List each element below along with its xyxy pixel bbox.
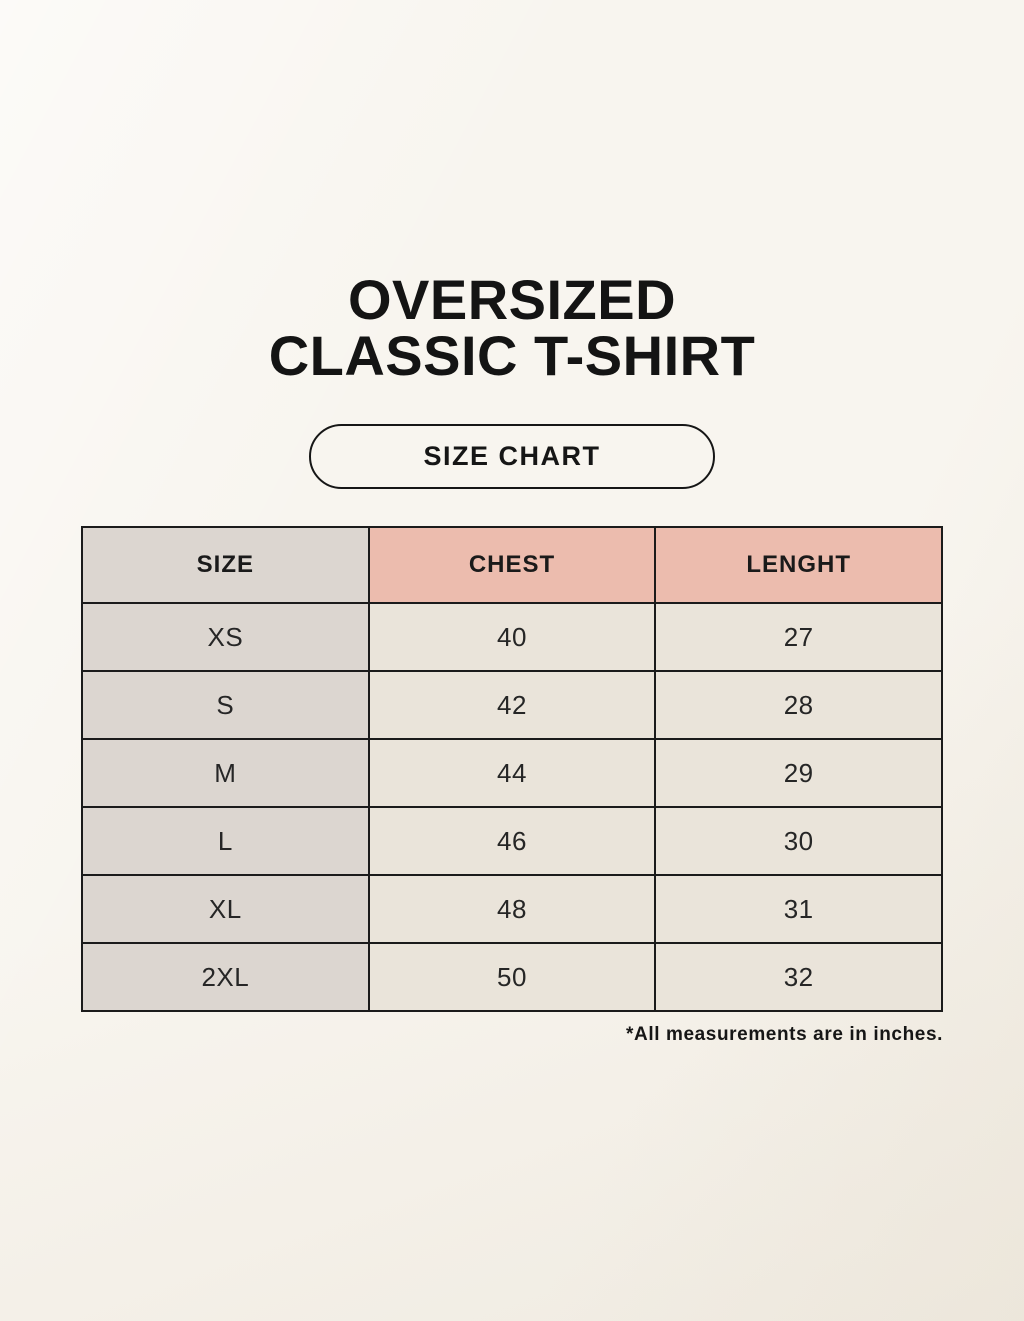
table-row-m: M 44 29 <box>81 738 943 808</box>
size-label: XS <box>81 602 370 672</box>
size-label: XL <box>81 874 370 944</box>
size-chart-badge: SIZE CHART <box>309 424 715 489</box>
size-label: 2XL <box>81 942 370 1012</box>
table-row-s: S 42 28 <box>81 670 943 740</box>
table-row-xl: XL 48 31 <box>81 874 943 944</box>
length-value: 29 <box>654 738 943 808</box>
table-row-2xl: 2XL 50 32 <box>81 942 943 1012</box>
length-value: 27 <box>654 602 943 672</box>
chest-value: 44 <box>367 738 657 808</box>
chest-value: 40 <box>367 602 657 672</box>
header-size: SIZE <box>81 526 370 604</box>
size-label: L <box>81 806 370 876</box>
table-row-l: L 46 30 <box>81 806 943 876</box>
chest-value: 46 <box>367 806 657 876</box>
measurements-footnote: *All measurements are in inches. <box>626 1024 943 1045</box>
header-length: LENGHT <box>654 526 943 604</box>
header-row: SIZE CHEST LENGHT <box>81 526 943 604</box>
title-line-2: CLASSIC T-SHIRT <box>268 324 756 387</box>
length-value: 31 <box>654 874 943 944</box>
size-label: M <box>81 738 370 808</box>
table-row-xs: XS 40 27 <box>81 602 943 672</box>
chest-value: 48 <box>367 874 657 944</box>
size-label: S <box>81 670 370 740</box>
size-table-container: SIZE CHEST LENGHT XS 40 27 S 42 28 M <box>81 526 943 1046</box>
length-value: 32 <box>654 942 943 1012</box>
length-value: 28 <box>654 670 943 740</box>
size-table: SIZE CHEST LENGHT XS 40 27 S 42 28 M <box>81 526 943 1012</box>
header-chest: CHEST <box>367 526 657 604</box>
title-line-1: OVERSIZED <box>347 268 677 331</box>
size-chart-badge-label: SIZE CHART <box>423 441 601 471</box>
chest-value: 50 <box>367 942 657 1012</box>
chest-value: 42 <box>367 670 657 740</box>
length-value: 30 <box>654 806 943 876</box>
page-title: OVERSIZED CLASSIC T-SHIRT <box>0 272 1024 384</box>
